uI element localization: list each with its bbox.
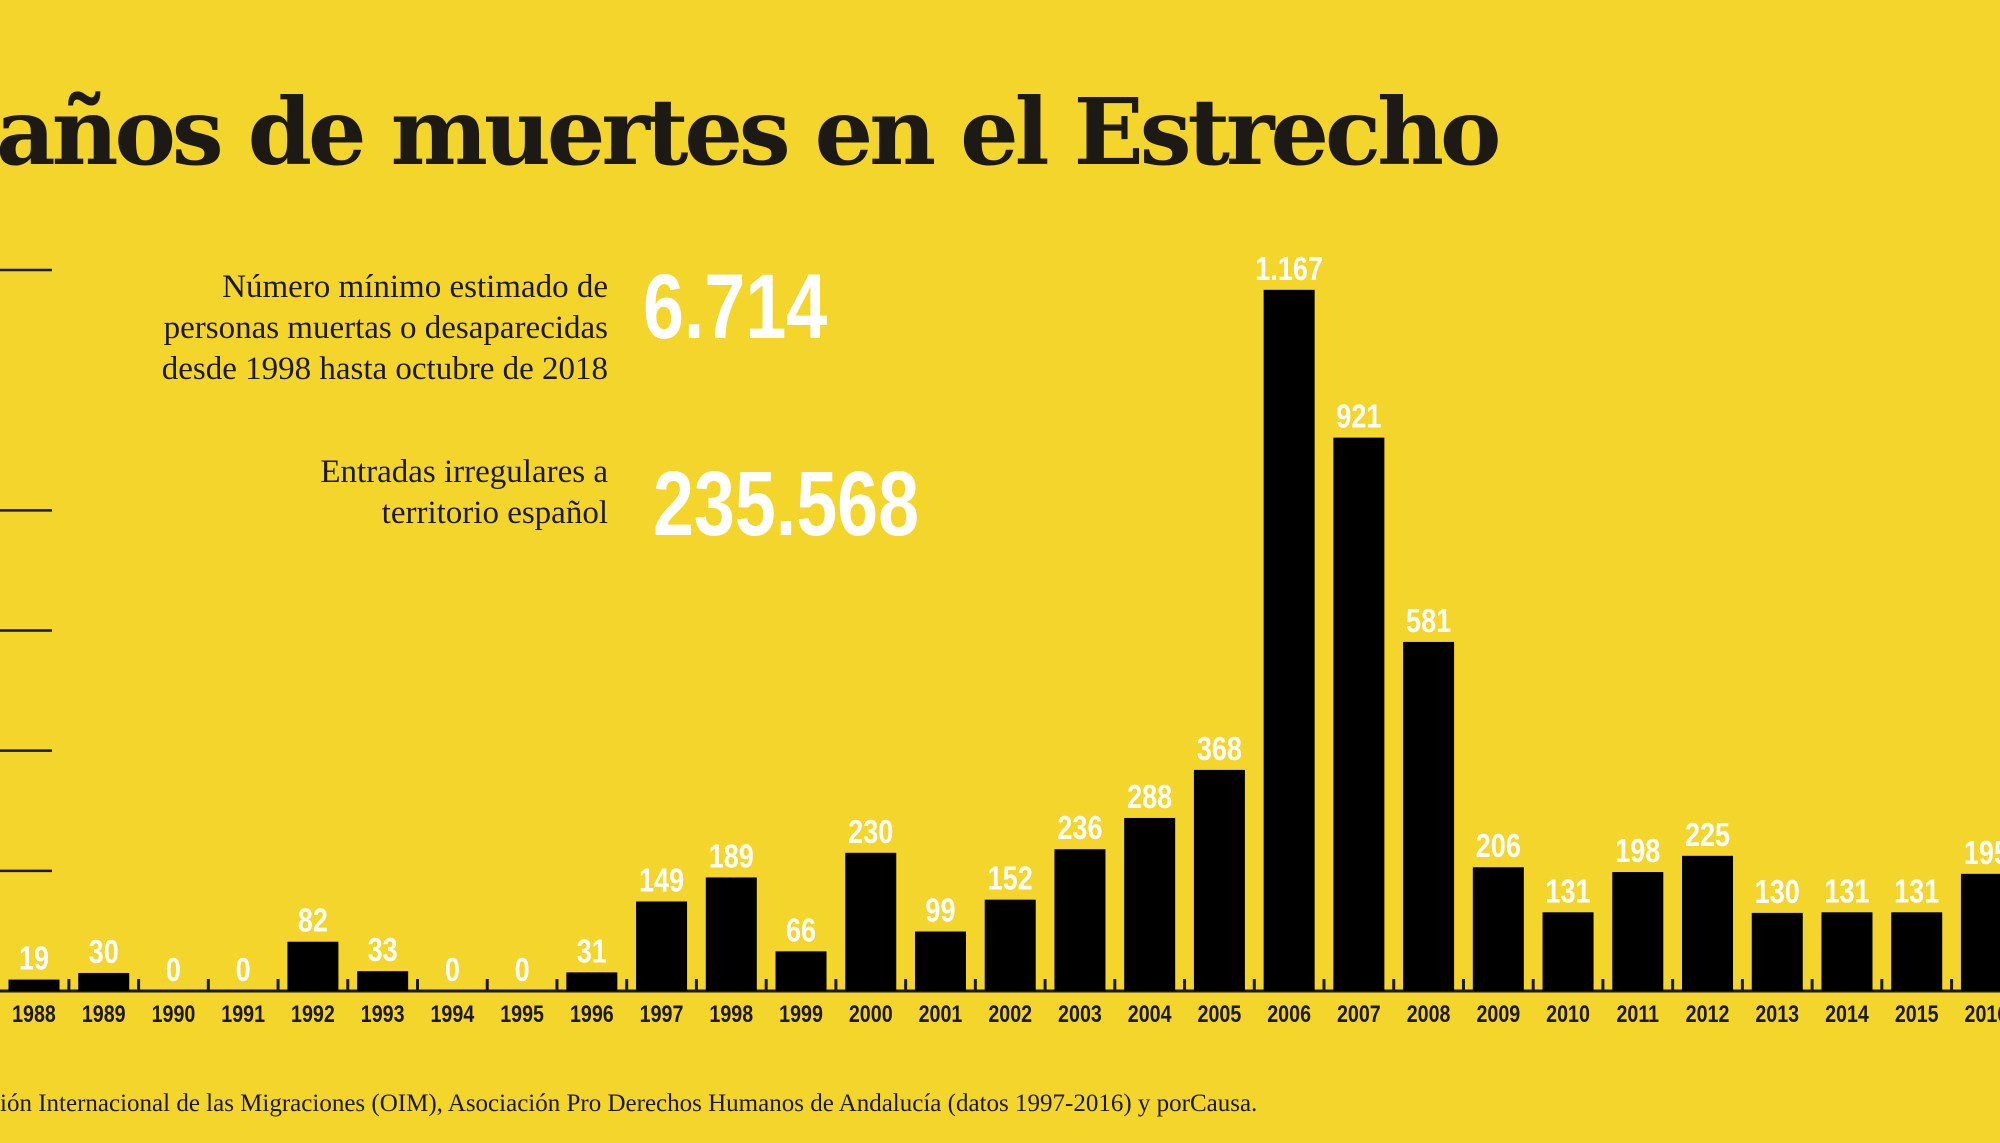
- value-label-2007: 921: [1336, 399, 1381, 435]
- value-label-2015: 131: [1894, 874, 1939, 910]
- x-tick-label-1989: 1989: [82, 1000, 126, 1027]
- value-label-2002: 152: [988, 861, 1033, 897]
- value-label-2010: 131: [1545, 874, 1590, 910]
- chart-title: años de muertes en el Estrecho: [0, 78, 1501, 186]
- value-label-1995: 0: [515, 953, 530, 989]
- value-label-1997: 149: [639, 863, 684, 899]
- stat-deaths-value: 6.714: [643, 256, 828, 358]
- x-tick-label-2012: 2012: [1686, 1000, 1730, 1027]
- bar-2005: [1193, 769, 1245, 991]
- x-tick-label-2010: 2010: [1546, 1000, 1590, 1027]
- x-tick-label-1991: 1991: [221, 1000, 265, 1027]
- value-label-1993: 33: [368, 933, 398, 969]
- x-tick-label-2006: 2006: [1267, 1000, 1311, 1027]
- value-label-2009: 206: [1476, 829, 1521, 865]
- source-note: ión Internacional de las Migraciones (OI…: [0, 1090, 1258, 1117]
- x-tick-label-2002: 2002: [988, 1000, 1032, 1027]
- x-tick-label-1992: 1992: [291, 1000, 335, 1027]
- value-label-1996: 31: [577, 934, 607, 970]
- value-label-2005: 368: [1197, 731, 1242, 767]
- stat-deaths-label: Número mínimo estimado de personas muert…: [161, 269, 608, 387]
- bar-1989: [78, 972, 130, 991]
- bar-1997: [636, 901, 688, 991]
- value-label-2013: 130: [1755, 874, 1800, 910]
- x-tick-label-2016: 2016: [1965, 1000, 2000, 1027]
- x-tick-label-2007: 2007: [1337, 1000, 1381, 1027]
- value-label-2006: 1.167: [1255, 251, 1323, 287]
- value-label-2012: 225: [1685, 817, 1730, 853]
- bar-2011: [1612, 872, 1664, 991]
- bar-1992: [287, 941, 339, 991]
- bar-2006: [1263, 289, 1315, 991]
- bar-2003: [1054, 849, 1106, 991]
- x-tick-label-2015: 2015: [1895, 1000, 1939, 1027]
- x-tick-label-2008: 2008: [1407, 1000, 1451, 1027]
- value-label-2004: 288: [1127, 780, 1172, 816]
- bar-2001: [914, 931, 966, 991]
- bar-2015: [1891, 912, 1943, 991]
- x-tick-label-1996: 1996: [570, 1000, 614, 1027]
- value-label-1991: 0: [236, 953, 251, 989]
- bar-1988: [8, 979, 60, 991]
- bar-1999: [775, 951, 827, 991]
- value-label-1989: 30: [89, 935, 119, 971]
- stat-entries-label: Entradas irregulares a territorio españo…: [320, 454, 608, 531]
- value-label-1992: 82: [298, 903, 328, 939]
- x-tick-label-1995: 1995: [500, 1000, 544, 1027]
- bar-2004: [1124, 817, 1176, 991]
- x-tick-label-1999: 1999: [779, 1000, 823, 1027]
- bar-2007: [1333, 437, 1385, 991]
- value-label-1990: 0: [166, 953, 181, 989]
- bar-2002: [984, 899, 1036, 991]
- x-tick-label-2005: 2005: [1198, 1000, 1242, 1027]
- bar-2008: [1403, 641, 1455, 991]
- value-label-2011: 198: [1615, 834, 1660, 870]
- bar-2012: [1682, 855, 1734, 991]
- x-tick-label-1997: 1997: [640, 1000, 684, 1027]
- value-label-2014: 131: [1824, 874, 1869, 910]
- x-tick-label-2004: 2004: [1128, 1000, 1172, 1027]
- x-tick-label-2009: 2009: [1476, 1000, 1520, 1027]
- bar-2013: [1751, 912, 1803, 991]
- stat-entries-value: 235.568: [653, 453, 920, 555]
- bar-1996: [566, 972, 618, 991]
- x-tick-label-2013: 2013: [1755, 1000, 1799, 1027]
- x-tick-label-1994: 1994: [430, 1000, 474, 1027]
- value-label-1994: 0: [445, 953, 460, 989]
- x-tick-label-1990: 1990: [152, 1000, 196, 1027]
- x-tick-label-2014: 2014: [1825, 1000, 1869, 1027]
- value-label-1988: 19: [19, 941, 49, 977]
- x-tick-label-1993: 1993: [361, 1000, 405, 1027]
- value-label-1998: 189: [709, 839, 754, 875]
- bar-2000: [845, 852, 897, 991]
- value-label-2003: 236: [1057, 811, 1102, 847]
- value-label-2001: 99: [925, 893, 955, 929]
- bar-1998: [705, 877, 757, 991]
- bar-2014: [1821, 912, 1873, 991]
- value-label-2016: 195: [1964, 835, 2000, 871]
- x-tick-label-1988: 1988: [12, 1000, 56, 1027]
- x-tick-label-2011: 2011: [1616, 1000, 1659, 1027]
- bar-2016: [1960, 873, 2000, 991]
- value-label-2000: 230: [848, 814, 893, 850]
- bar-2009: [1472, 867, 1524, 991]
- bar-2010: [1542, 912, 1594, 991]
- x-tick-label-2003: 2003: [1058, 1000, 1102, 1027]
- value-label-1999: 66: [786, 913, 816, 949]
- bar-1993: [357, 971, 409, 991]
- value-label-2008: 581: [1406, 603, 1451, 639]
- x-tick-label-2001: 2001: [919, 1000, 963, 1027]
- x-tick-label-1998: 1998: [709, 1000, 753, 1027]
- x-tick-label-2000: 2000: [849, 1000, 893, 1027]
